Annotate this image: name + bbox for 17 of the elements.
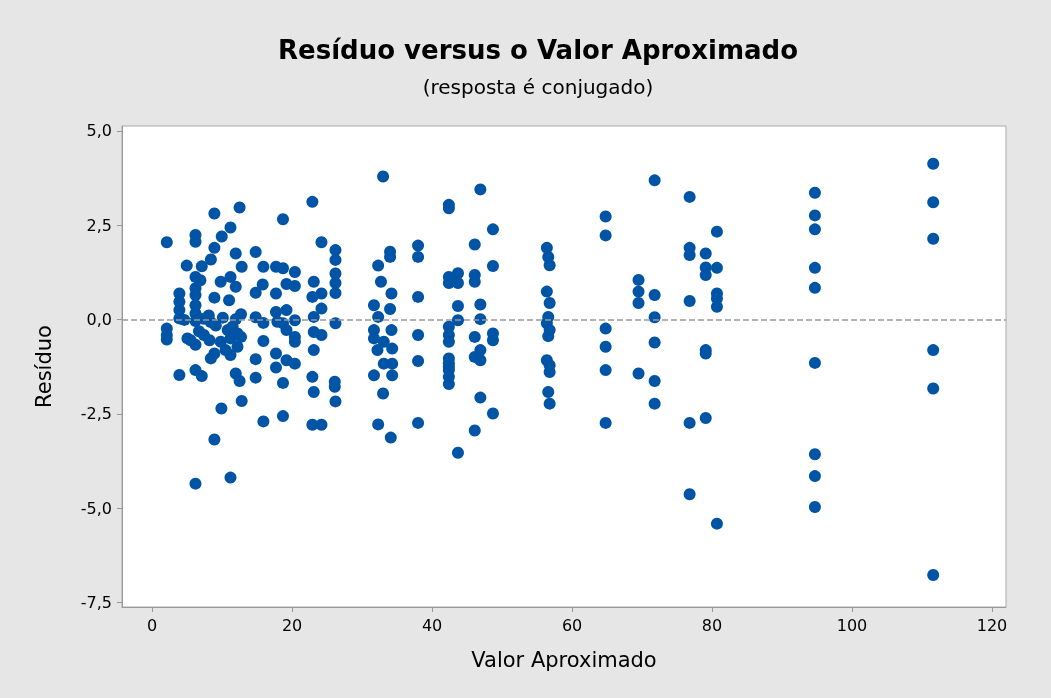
- y-tick-label: -7,5: [80, 592, 112, 612]
- x-tick-label: 100: [836, 615, 868, 635]
- x-axis-title: Valor Aproximado: [471, 647, 657, 672]
- y-tick-label: 2,5: [86, 215, 112, 235]
- x-tick-label: 20: [281, 615, 303, 635]
- chart-title: Resíduo versus o Valor Aproximado: [277, 35, 799, 65]
- y-axis-title: Resíduo: [31, 325, 56, 408]
- x-tick-label: 0: [147, 615, 158, 635]
- x-tick-label: 80: [701, 615, 723, 635]
- x-tick-label: 60: [561, 615, 583, 635]
- y-tick-label: -5,0: [80, 498, 112, 518]
- y-tick-label: 5,0: [86, 121, 112, 141]
- y-tick-label: -2,5: [80, 404, 112, 424]
- y-tick-label: 0,0: [86, 310, 112, 330]
- x-tick-label: 120: [976, 615, 1008, 635]
- x-tick-label: 40: [421, 615, 443, 635]
- chart-subtitle: (resposta é conjugado): [422, 75, 654, 99]
